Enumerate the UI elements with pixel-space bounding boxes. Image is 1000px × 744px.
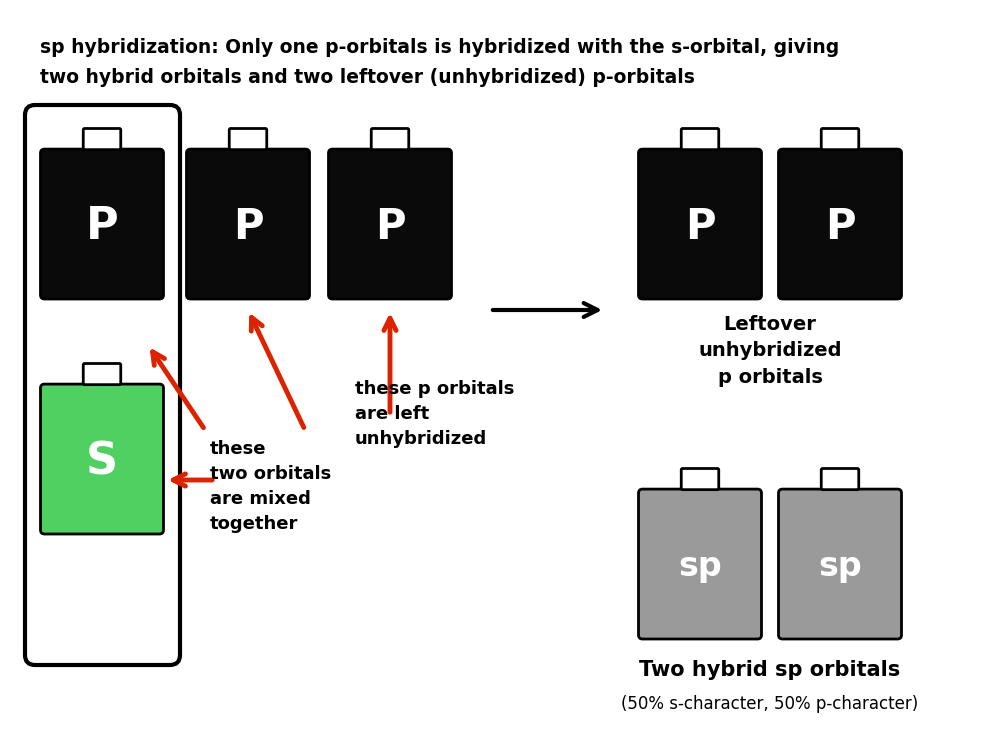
Text: P: P <box>375 206 405 248</box>
FancyBboxPatch shape <box>821 129 859 150</box>
Text: sp hybridization: Only one p-orbitals is hybridized with the s-orbital, giving: sp hybridization: Only one p-orbitals is… <box>40 38 839 57</box>
FancyBboxPatch shape <box>778 489 902 639</box>
Text: P: P <box>685 206 715 248</box>
FancyBboxPatch shape <box>681 129 719 150</box>
FancyBboxPatch shape <box>371 129 409 150</box>
Text: P: P <box>825 206 855 248</box>
Text: these
two orbitals
are mixed
together: these two orbitals are mixed together <box>210 440 331 533</box>
Text: sp: sp <box>818 551 862 583</box>
Text: Two hybrid sp orbitals: Two hybrid sp orbitals <box>639 660 901 680</box>
Text: Leftover
unhybridized
p orbitals: Leftover unhybridized p orbitals <box>698 315 842 387</box>
Text: two hybrid orbitals and two leftover (unhybridized) p-orbitals: two hybrid orbitals and two leftover (un… <box>40 68 695 87</box>
Text: sp: sp <box>678 551 722 583</box>
FancyBboxPatch shape <box>229 129 267 150</box>
Text: P: P <box>86 205 118 248</box>
FancyBboxPatch shape <box>639 489 762 639</box>
FancyBboxPatch shape <box>25 105 180 665</box>
Text: P: P <box>233 206 263 248</box>
FancyBboxPatch shape <box>40 149 164 299</box>
FancyBboxPatch shape <box>83 364 121 385</box>
FancyBboxPatch shape <box>639 149 762 299</box>
Text: S: S <box>86 440 118 484</box>
FancyBboxPatch shape <box>681 469 719 490</box>
FancyBboxPatch shape <box>186 149 310 299</box>
FancyBboxPatch shape <box>328 149 452 299</box>
Text: (50% s-character, 50% p-character): (50% s-character, 50% p-character) <box>621 695 919 713</box>
FancyBboxPatch shape <box>40 384 164 534</box>
FancyBboxPatch shape <box>821 469 859 490</box>
FancyBboxPatch shape <box>778 149 902 299</box>
Text: these p orbitals
are left
unhybridized: these p orbitals are left unhybridized <box>355 380 514 448</box>
FancyBboxPatch shape <box>83 129 121 150</box>
